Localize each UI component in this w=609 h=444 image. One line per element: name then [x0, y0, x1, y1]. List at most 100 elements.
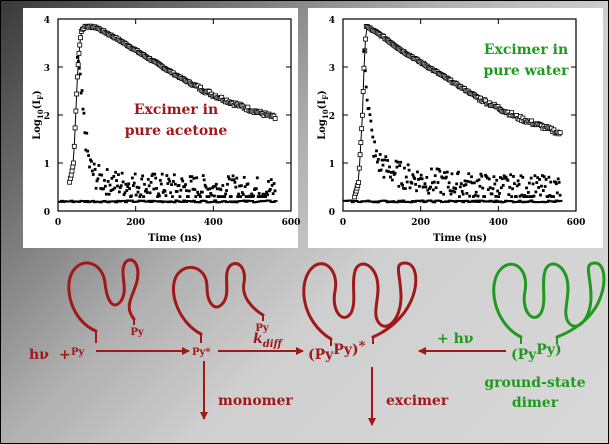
- chart-water-noise-point: [373, 140, 377, 144]
- chart-acetone-noise-point: [158, 178, 162, 182]
- chart-water-noise-point: [542, 175, 546, 179]
- chart-water-noise-point: [527, 181, 531, 185]
- chart-water-noise-point: [546, 195, 550, 198]
- chart-acetone-noise-point: [268, 189, 271, 193]
- chart-acetone-decay-point: [77, 42, 83, 48]
- chart-water-noise-point: [540, 174, 544, 177]
- chart-water-noise-point: [532, 194, 536, 198]
- chart-acetone-noise-point: [172, 180, 175, 183]
- chart-water-noise-point: [407, 168, 411, 172]
- chart-water-decay-point: [357, 152, 363, 158]
- chart-water-ylabel: Log10(IF): [317, 90, 330, 140]
- chart-acetone-noise-point: [84, 148, 88, 152]
- chart-acetone-baseline-point: [114, 201, 119, 204]
- chart-water-baseline-point: [412, 200, 417, 203]
- chart-water-y-tick-labels: 0 1 2 3 4: [329, 16, 335, 218]
- chart-water-noise-point: [548, 194, 552, 197]
- chart-water-noise-point: [430, 181, 434, 185]
- chart-water-noise-point: [541, 189, 545, 192]
- chart-acetone-noise-point: [250, 192, 254, 196]
- chart-water-noise-point: [518, 194, 522, 198]
- chart-water-noise-point: [488, 186, 492, 190]
- chart-water-noise-point: [549, 180, 553, 184]
- chart-acetone-noise-point: [214, 182, 218, 186]
- chart-water-xtick-label: 400: [489, 218, 508, 228]
- chart-water-noise-point: [554, 180, 557, 184]
- chart-acetone-noise-point: [120, 171, 124, 175]
- chart-water-noise-point: [461, 192, 465, 196]
- chart-acetone-noise-point: [203, 183, 207, 187]
- chart-water-noise-point: [368, 113, 372, 117]
- chart-acetone-noise-point: [199, 195, 202, 198]
- chart-water-baseline-point: [350, 201, 355, 204]
- chart-acetone-noise-point: [95, 179, 99, 183]
- chart-water-noise-point: [466, 180, 470, 183]
- chart-acetone-noise-point: [213, 194, 216, 198]
- chart-water-noise-point: [485, 176, 489, 180]
- chart-acetone-noise-point: [263, 192, 267, 196]
- chart-water-noise-point: [369, 119, 373, 123]
- chart-water-noise-point: [463, 179, 467, 183]
- chart-acetone-noise-point: [273, 189, 277, 193]
- chart-acetone-noise-point: [116, 184, 119, 188]
- chart-water-noise-point: [458, 195, 461, 198]
- chart-acetone-baseline-point: [83, 200, 88, 203]
- chart-water-noise-point: [557, 181, 561, 184]
- chart-acetone-baseline-point: [191, 199, 196, 202]
- chart-acetone-noise-point: [206, 187, 210, 191]
- chart-water-baseline-point: [375, 201, 380, 204]
- chart-acetone-noise-point: [139, 193, 143, 197]
- chart-acetone-noise-point: [240, 191, 244, 194]
- chart-water-noise-point: [400, 182, 404, 186]
- chart-water-noise-point: [460, 190, 464, 193]
- chart-acetone-baseline-point: [242, 199, 247, 202]
- chart-water-noise-point: [500, 177, 504, 181]
- chart-water-baseline-point: [492, 201, 497, 204]
- chart-acetone-noise-point: [81, 107, 85, 111]
- chart-water-noise-point: [380, 158, 384, 162]
- chart-water-noise-point: [365, 98, 369, 102]
- chart-water-noise-point: [383, 158, 387, 162]
- chart-acetone-baseline-point: [122, 199, 127, 202]
- chart-acetone-noise-point: [144, 188, 148, 191]
- chart-water-noise-point: [430, 167, 433, 171]
- chart-water-noise-point: [428, 187, 431, 190]
- chart-water-baseline-point: [529, 199, 534, 202]
- chart-acetone-noise-point: [237, 192, 241, 196]
- chart-acetone-noise-point: [219, 188, 223, 192]
- chart-acetone-xtick-label: 0: [55, 218, 61, 228]
- chart-water-noise-point: [381, 163, 385, 167]
- chart-acetone-noise-point: [255, 176, 259, 180]
- chart-acetone-noise-point: [194, 195, 198, 198]
- chart-water-noise-point: [449, 192, 453, 196]
- chart-water-noise-point: [476, 194, 480, 198]
- chart-water-baseline-point: [383, 199, 388, 202]
- chart-acetone-baseline-point: [250, 200, 255, 203]
- chart-acetone-noise-point: [103, 184, 107, 188]
- chart-acetone-noise-point: [252, 194, 255, 198]
- chart-water-noise-point: [472, 195, 475, 198]
- chart-water-noise-point: [444, 175, 448, 179]
- chart-acetone-noise-point: [108, 183, 112, 187]
- chart-acetone-noise-point: [189, 179, 193, 183]
- chart-water-noise-point: [499, 186, 503, 190]
- chart-acetone-noise-point: [209, 192, 213, 195]
- chart-acetone-noise-point: [86, 149, 90, 153]
- chart-acetone-noise-point: [195, 176, 199, 180]
- chart-acetone-noise-point: [158, 194, 161, 198]
- chart-acetone-noise-point: [76, 56, 79, 59]
- chart-water-noise-point: [515, 184, 519, 188]
- chart-acetone-noise-point: [105, 168, 109, 171]
- chart-water-noise-point: [528, 195, 532, 198]
- chart-water-noise-point: [384, 155, 388, 159]
- chart-acetone-noise-point: [238, 184, 241, 188]
- chart-acetone-noise-point: [187, 189, 191, 193]
- chart-water-noise-point: [492, 175, 496, 179]
- chart-acetone-baseline-point: [112, 200, 117, 203]
- chart-acetone-noise-point: [210, 193, 214, 197]
- chart-water-noise-point: [427, 191, 431, 195]
- chart-water-ytick-label: 3: [329, 64, 335, 74]
- chart-water-noise-point: [537, 186, 541, 189]
- chart-water-noise-point: [454, 187, 458, 190]
